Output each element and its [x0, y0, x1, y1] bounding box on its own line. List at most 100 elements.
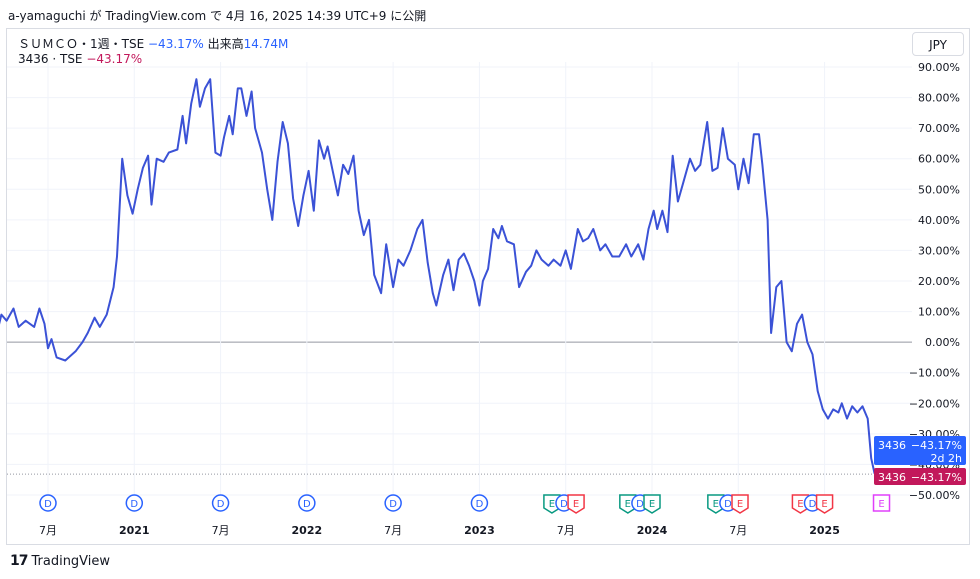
data-point: [837, 411, 840, 414]
data-point: [132, 213, 134, 215]
legend-compare-change: −43.17%: [86, 52, 143, 66]
dividend-marker-icon[interactable]: D: [39, 494, 57, 512]
earnings-marker-shape: [707, 494, 725, 514]
earnings-marker-label: E: [573, 499, 579, 510]
data-point: [822, 408, 824, 410]
data-point: [541, 259, 543, 261]
data-point: [302, 194, 304, 196]
dividend-marker-label: D: [724, 499, 732, 510]
price-tag-pink-bg: [874, 468, 966, 485]
data-point: [56, 356, 58, 358]
data-point: [126, 194, 128, 196]
dividend-marker-label: D: [44, 499, 52, 510]
data-point: [427, 262, 429, 264]
data-point: [653, 210, 655, 212]
data-point: [81, 341, 84, 343]
data-point: [592, 228, 594, 230]
data-point: [137, 188, 139, 190]
data-point: [447, 259, 449, 261]
earnings-marker-label: E: [737, 499, 743, 510]
data-point: [432, 292, 434, 294]
dividend-marker-label: D: [560, 499, 568, 510]
data-point: [677, 200, 679, 203]
earnings-marker-icon[interactable]: E: [872, 494, 891, 512]
data-point: [142, 167, 144, 169]
price-tag-blue-bg: [874, 436, 966, 465]
data-point: [582, 240, 584, 242]
data-point: [758, 133, 760, 135]
earnings-marker-icon[interactable]: E: [707, 494, 725, 514]
data-point: [717, 167, 719, 169]
data-point: [228, 115, 230, 117]
data-point: [94, 317, 96, 319]
data-point: [385, 243, 387, 245]
data-point: [761, 164, 764, 166]
data-point: [33, 326, 35, 328]
series-line: [0, 78, 876, 474]
data-point: [492, 228, 494, 230]
footer-brand[interactable]: 17 TradingView: [10, 553, 110, 569]
data-point: [535, 249, 538, 251]
data-point: [513, 243, 515, 245]
data-point: [770, 332, 772, 334]
dividend-marker-icon[interactable]: D: [470, 494, 489, 512]
earnings-marker-shape: [731, 494, 749, 514]
earnings-marker-icon[interactable]: E: [567, 494, 585, 514]
dividend-marker-circle: [470, 494, 489, 512]
data-point: [409, 249, 411, 251]
data-point: [327, 145, 329, 148]
earnings-marker-icon[interactable]: E: [731, 494, 749, 514]
dividend-marker-label: D: [389, 499, 397, 510]
data-point: [473, 280, 475, 282]
data-point: [559, 265, 562, 267]
currency-button[interactable]: JPY: [912, 32, 964, 56]
earnings-marker-icon[interactable]: E: [815, 494, 834, 514]
dividend-marker-icon[interactable]: D: [384, 494, 402, 512]
data-point: [147, 155, 149, 157]
dividend-marker-icon[interactable]: D: [298, 494, 316, 512]
legend-volume-label: 出来高: [207, 37, 244, 51]
data-point: [402, 265, 405, 267]
data-point: [497, 237, 499, 239]
x-tick-label: 7月: [384, 524, 402, 537]
y-tick-label: 60.00%: [918, 153, 960, 166]
data-point: [630, 255, 632, 258]
y-tick-label: −10.00%: [909, 367, 960, 380]
x-tick-label: 7月: [557, 524, 575, 537]
earnings-marker-icon[interactable]: E: [619, 494, 637, 514]
earnings-marker-label: E: [821, 499, 827, 510]
data-point: [38, 307, 41, 310]
data-point: [240, 87, 242, 89]
legend-symbol-row[interactable]: ＳＵＭＣＯ・1週・TSE −43.17% 出来高14.74M: [18, 35, 288, 52]
earnings-marker-icon[interactable]: E: [791, 494, 810, 514]
earnings-marker-icon[interactable]: E: [643, 494, 661, 514]
data-point: [604, 243, 607, 245]
data-point: [271, 219, 273, 221]
data-point: [185, 142, 187, 144]
dividend-marker-icon[interactable]: D: [125, 494, 144, 512]
earnings-marker-icon[interactable]: E: [543, 494, 561, 514]
data-point: [791, 350, 793, 352]
data-point: [786, 341, 788, 343]
data-point: [75, 350, 77, 352]
dividend-marker-circle: [125, 494, 144, 512]
legend-change: −43.17%: [148, 37, 204, 51]
earnings-marker-label: E: [549, 499, 555, 510]
data-point: [116, 255, 118, 258]
price-tag-value: −43.17%: [911, 439, 962, 452]
footer-brand-name: TradingView: [31, 553, 111, 569]
data-point: [254, 127, 256, 129]
data-point: [478, 304, 480, 307]
dividend-marker-icon[interactable]: D: [211, 494, 230, 512]
data-point: [867, 418, 869, 420]
data-point: [6, 320, 8, 322]
data-point: [99, 326, 101, 328]
data-point: [796, 323, 798, 325]
legend-compare-row[interactable]: 3436 · TSE −43.17%: [18, 52, 142, 66]
chart-frame: [6, 28, 970, 545]
data-point: [168, 152, 170, 154]
data-point: [827, 418, 829, 420]
data-point: [261, 152, 263, 154]
data-point: [0, 314, 2, 316]
